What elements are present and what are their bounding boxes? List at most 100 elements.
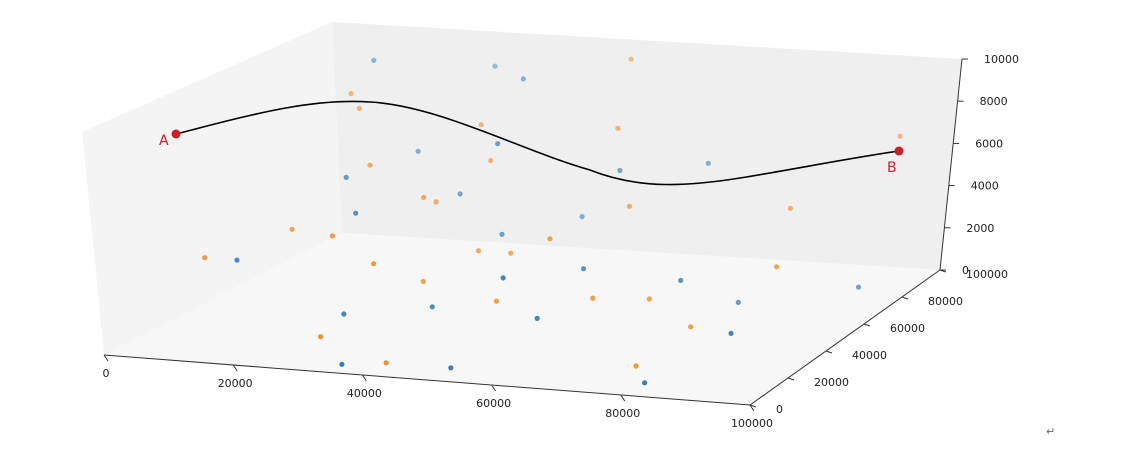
scatter-point (688, 324, 694, 330)
scatter-point (520, 76, 527, 82)
scatter-point (371, 261, 377, 267)
endpoint-a-label: A (159, 133, 169, 149)
scatter-point (429, 304, 435, 310)
scatter-point (353, 210, 359, 216)
floor-pane (104, 233, 940, 405)
scatter-point (547, 236, 553, 242)
z-axis-ticks: 0 2000 4000 6000 8000 10000 (940, 53, 1019, 277)
z-axis-line (939, 58, 963, 271)
scatter-point (415, 148, 421, 154)
y-axis-ticks: 0 20000 40000 60000 80000 100000 (749, 268, 1008, 416)
series-1-points (234, 57, 862, 386)
y-tick-label: 100000 (966, 268, 1008, 281)
y-tick-label: 0 (776, 403, 783, 416)
scatter-point (492, 63, 498, 69)
scatter-point (448, 365, 454, 371)
scatter-point (508, 250, 514, 256)
x-tick-mark (232, 364, 238, 372)
scatter-point (499, 231, 505, 237)
scatter-point (329, 233, 335, 239)
scatter-point (421, 194, 427, 200)
scatter-point (493, 298, 499, 304)
scatter-point (234, 257, 240, 263)
y-tick-mark (825, 350, 833, 354)
x-tick-mark (103, 354, 109, 362)
scatter-point (343, 174, 349, 180)
scatter-point (289, 226, 295, 232)
scatter-point (420, 278, 426, 285)
scatter-point (339, 361, 345, 367)
back-pane-left (82, 22, 342, 355)
scatter-point (534, 315, 540, 321)
x-tick-label: 20000 (218, 377, 253, 390)
endpoint-a-marker (171, 129, 181, 139)
scatter-point (633, 363, 639, 369)
scatter-point (433, 199, 439, 205)
scatter-point (678, 277, 684, 283)
scatter-point (356, 105, 363, 111)
z-tick-label: 0 (962, 264, 969, 277)
return-mark-icon: ↵ (1046, 425, 1055, 438)
x-tick-label: 0 (103, 367, 110, 380)
route-path (175, 100, 900, 186)
y-tick-mark (749, 404, 757, 408)
scatter-point (341, 311, 347, 317)
scatter-point (581, 266, 587, 272)
x-tick-label: 100000 (731, 417, 773, 430)
scatter-point (488, 157, 494, 164)
scatter-point (735, 299, 741, 305)
y-tick-label: 40000 (852, 349, 887, 362)
scatter-point (371, 57, 377, 63)
z-tick-label: 6000 (975, 137, 1003, 150)
scatter-point (897, 133, 903, 139)
scatter-point (475, 248, 481, 254)
y-tick-mark (787, 377, 795, 381)
scatter-point (787, 205, 794, 211)
scatter-point (348, 91, 354, 97)
scatter-point (318, 334, 324, 340)
x-tick-label: 60000 (476, 397, 511, 410)
x-tick-label: 40000 (347, 387, 382, 400)
scatter-point (728, 330, 734, 336)
z-tick-label: 4000 (971, 180, 999, 193)
y-tick-label: 80000 (928, 295, 963, 308)
scatter-point (367, 162, 373, 168)
scatter-point (478, 122, 484, 128)
back-pane-right (332, 22, 962, 270)
scatter-point (617, 167, 623, 174)
scatter-point (774, 264, 780, 270)
y-axis-line (749, 269, 941, 406)
series-2-points (202, 56, 903, 369)
x-tick-mark (361, 374, 367, 382)
z-tick-label: 10000 (984, 53, 1019, 66)
x-tick-label: 80000 (605, 407, 640, 420)
scatter-point (628, 56, 634, 62)
endpoint-b-label: B (887, 160, 897, 176)
scatter-point (579, 214, 585, 220)
scatter-point (642, 380, 648, 386)
x-tick-mark (620, 394, 626, 402)
x-tick-mark (491, 384, 497, 392)
scatter-point (383, 360, 389, 366)
scatter-point (500, 275, 506, 281)
x-axis-line (103, 354, 751, 406)
y-tick-label: 20000 (814, 376, 849, 389)
scatter-point (646, 296, 653, 302)
scatter-point (626, 203, 633, 209)
z-tick-label: 2000 (966, 222, 994, 235)
scatter-point (202, 255, 208, 261)
scatter-point (615, 125, 621, 131)
scatter-point (495, 141, 501, 147)
endpoint-b-marker (894, 146, 904, 156)
scatter-point (590, 295, 596, 301)
z-tick-label: 8000 (980, 95, 1008, 108)
x-axis-ticks: 0 20000 40000 60000 80000 100000 (103, 354, 773, 430)
y-tick-label: 60000 (890, 322, 925, 335)
scatter-point (855, 284, 862, 290)
scatter-point (457, 191, 463, 197)
y-tick-mark (863, 323, 871, 327)
scatter-point (705, 160, 711, 166)
x-tick-mark (749, 404, 755, 412)
y-tick-mark (901, 296, 909, 300)
